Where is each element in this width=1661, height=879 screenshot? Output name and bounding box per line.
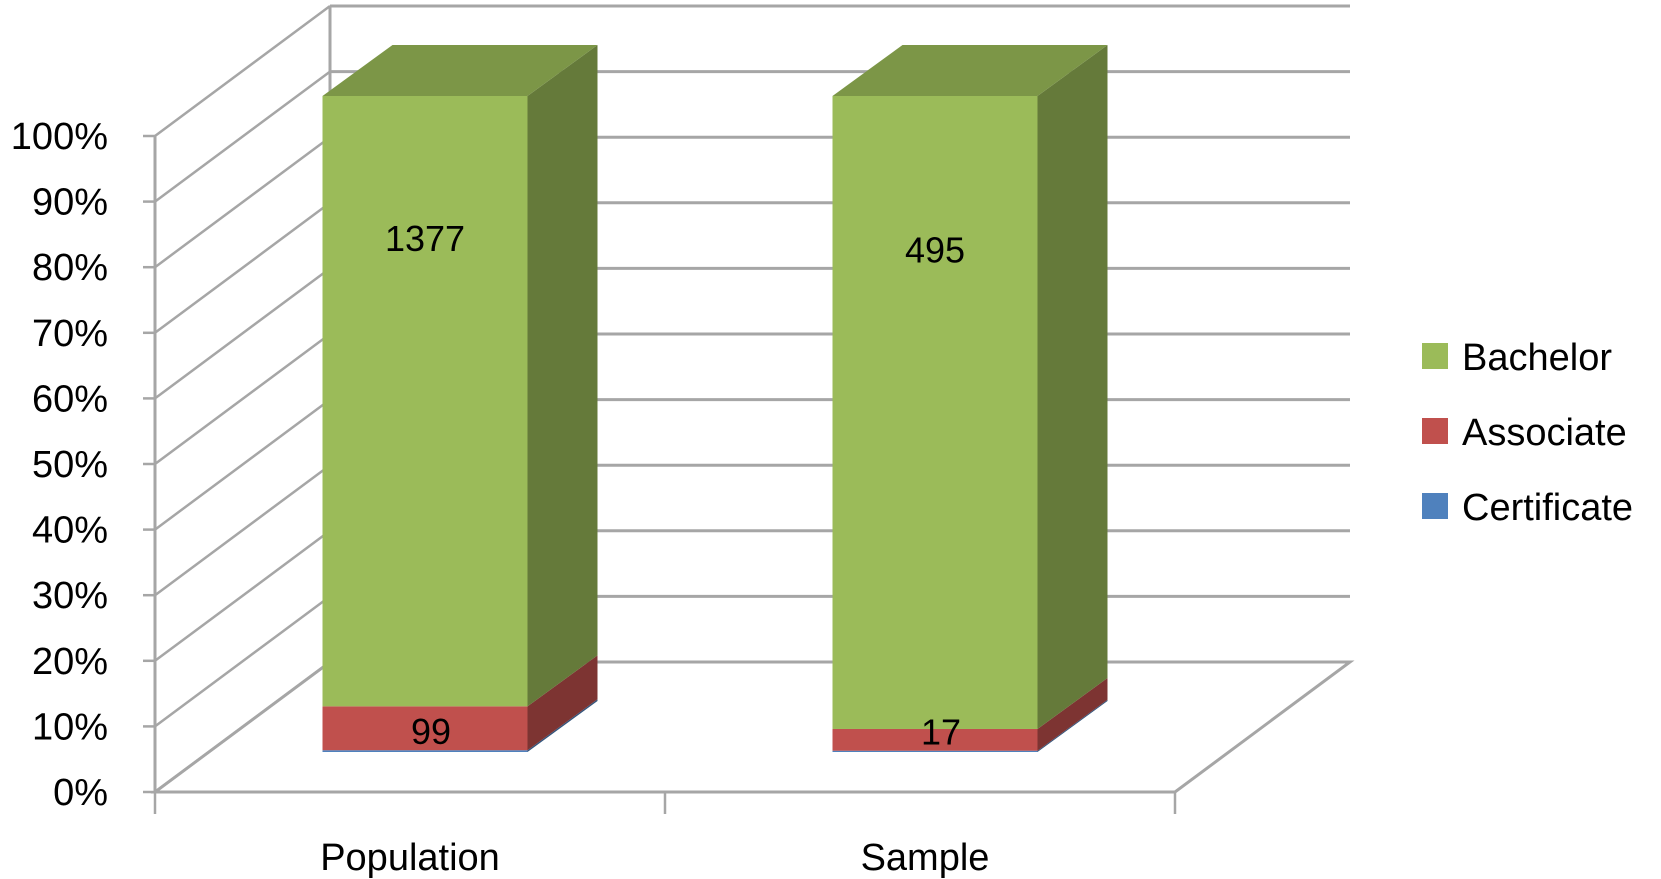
- bar-top-face: [322, 45, 598, 96]
- x-tick-label: Sample: [861, 837, 990, 879]
- bar-side-bachelor: [527, 45, 598, 707]
- bar-side-certificate: [1037, 699, 1108, 752]
- bar-segment-associate: [322, 706, 528, 751]
- y-axis-tick-labels: 0% 10% 20% 30% 40% 50% 60% 70% 80% 90% 100%: [11, 116, 108, 814]
- gridline-side: [154, 660, 331, 794]
- data-label-bachelor: 495: [905, 229, 965, 270]
- bar-segment-bachelor: [832, 96, 1038, 729]
- y-tick-label: 100%: [11, 116, 108, 158]
- x-axis-tick-labels: Population Sample: [320, 837, 989, 879]
- gridline-side: [154, 398, 331, 531]
- y-tick-label: 70%: [32, 313, 108, 355]
- legend-swatch-associate: [1422, 418, 1448, 444]
- y-tick-label: 60%: [32, 378, 108, 420]
- y-tick-label: 0%: [53, 772, 108, 814]
- bar-top-face: [832, 45, 1108, 96]
- bar-side-bachelor: [1037, 45, 1108, 729]
- gridline-side: [154, 70, 331, 203]
- legend-label-certificate: Certificate: [1462, 487, 1633, 529]
- legend-label-associate: Associate: [1462, 412, 1627, 454]
- gridline-side: [154, 529, 331, 662]
- gridline-side: [154, 4, 331, 138]
- data-label-associate: 99: [411, 711, 451, 752]
- data-label-bachelor: 1377: [385, 218, 465, 259]
- x-tick-label: Population: [320, 837, 500, 879]
- legend: Bachelor Associate Certificate: [1422, 337, 1633, 529]
- bars: [322, 45, 1108, 752]
- legend-label-bachelor: Bachelor: [1462, 337, 1612, 379]
- bar-segment-certificate: [322, 750, 528, 752]
- gridline-side: [154, 136, 331, 269]
- gridline-side: [154, 595, 331, 728]
- bar-segment-associate: [832, 728, 1038, 751]
- gridline-side: [154, 332, 331, 466]
- gridline-side: [154, 464, 331, 597]
- bar-segment-certificate: [832, 750, 1038, 752]
- data-label-associate: 17: [921, 712, 961, 753]
- bar-side-associate: [1037, 677, 1108, 751]
- gridline-side: [154, 267, 331, 400]
- legend-swatch-certificate: [1422, 493, 1448, 519]
- y-tick-label: 50%: [32, 444, 108, 486]
- y-tick-label: 40%: [32, 510, 108, 552]
- y-tick-label: 30%: [32, 575, 108, 617]
- y-tick-label: 10%: [32, 706, 108, 748]
- legend-swatch-bachelor: [1422, 343, 1448, 369]
- axes: [143, 134, 1177, 814]
- bar-side-certificate: [527, 699, 598, 752]
- y-tick-label: 20%: [32, 641, 108, 683]
- bar-side-associate: [527, 655, 598, 751]
- bar-segment-bachelor: [322, 96, 528, 707]
- y-tick-label: 90%: [32, 182, 108, 224]
- data-labels: 99 1377 17 495: [385, 218, 965, 753]
- y-tick-label: 80%: [32, 247, 108, 289]
- gridline-side: [154, 201, 331, 334]
